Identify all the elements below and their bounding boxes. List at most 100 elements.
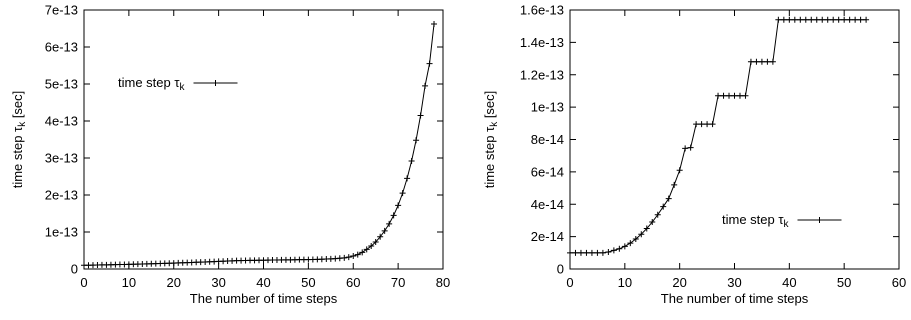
data-point (775, 16, 782, 23)
data-point (769, 58, 776, 65)
data-point (649, 219, 656, 226)
data-point (715, 92, 722, 99)
data-point (577, 249, 584, 256)
x-tick-label: 10 (122, 275, 136, 290)
data-point (835, 16, 842, 23)
data-point (572, 249, 579, 256)
y-axis-label-main: time step τ (10, 126, 25, 188)
data-point (599, 249, 606, 256)
y-tick-label: 7e-13 (45, 3, 78, 18)
data-point (588, 249, 595, 256)
data-point (665, 195, 672, 202)
data-point (747, 58, 754, 65)
y-tick-label: 2e-14 (531, 229, 564, 244)
data-point (753, 58, 760, 65)
data-point (616, 245, 623, 252)
x-tick-label: 60 (346, 275, 360, 290)
x-tick-label: 70 (391, 275, 405, 290)
plot-frame (83, 9, 444, 270)
data-point (422, 82, 429, 89)
legend-label-main: time step τ (118, 75, 180, 90)
legend-label-main: time step τ (722, 212, 784, 227)
data-point (350, 253, 357, 260)
data-point (671, 181, 678, 188)
y-tick-label: 4e-13 (45, 114, 78, 129)
x-axis-label: The number of time steps (661, 291, 809, 306)
data-point (413, 137, 420, 144)
x-tick-label: 30 (211, 275, 225, 290)
data-point (736, 92, 743, 99)
data-point (359, 249, 366, 256)
data-point (819, 16, 826, 23)
data-point (627, 240, 634, 247)
data-point (863, 16, 870, 23)
data-point (399, 190, 406, 197)
x-tick-label: 20 (672, 275, 686, 290)
plot-frame (569, 9, 900, 270)
data-point (426, 60, 433, 67)
legend-marker-sample (212, 80, 219, 86)
legend: time step τk (722, 212, 842, 230)
data-point (857, 16, 864, 23)
data-point (758, 58, 765, 65)
y-tick-label: 1e-13 (45, 225, 78, 240)
data-point (802, 16, 809, 23)
x-tick-label: 60 (892, 275, 906, 290)
data-point (720, 92, 727, 99)
data-point (621, 243, 628, 250)
y-axis-label-unit: [sec] (10, 91, 25, 122)
data-point (676, 167, 683, 174)
y-axis-label-subscript: k (489, 121, 500, 127)
data-point (567, 249, 573, 256)
data-point (846, 16, 853, 23)
x-tick-label: 80 (436, 275, 450, 290)
y-tick-label: 1.6e-13 (520, 3, 564, 18)
series-line (83, 24, 435, 266)
data-point (852, 16, 859, 23)
y-tick-label: 1.2e-13 (520, 67, 564, 82)
y-tick-label: 8e-14 (531, 132, 564, 147)
data-point (682, 145, 689, 152)
data-point (377, 233, 384, 240)
x-tick-label: 30 (727, 275, 741, 290)
left-chart: 0 10 20 30 40 50 60 70 80 0 1e-13 2e-13 3e-13 4e-13 5e… (10, 3, 450, 307)
data-point (808, 16, 815, 23)
data-point (638, 231, 645, 238)
data-point (395, 202, 402, 209)
legend-label-subscript: k (180, 82, 186, 93)
x-axis-label: The number of time steps (190, 291, 338, 306)
data-point (417, 112, 424, 119)
y-axis-label-unit: [sec] (482, 91, 497, 122)
x-tick-label: 50 (837, 275, 851, 290)
data-point (742, 92, 749, 99)
y-axis-label: time step τk [sec] (482, 91, 500, 189)
data-point (431, 21, 438, 28)
data-point (698, 121, 705, 128)
data-point (345, 254, 352, 261)
y-axis-label-subscript: k (17, 121, 28, 127)
data-point (764, 58, 771, 65)
legend-marker-sample (816, 217, 823, 223)
data-point (660, 203, 667, 210)
x-tick-label: 0 (80, 275, 87, 290)
data-point (704, 121, 711, 128)
data-point (610, 247, 617, 254)
data-point (813, 16, 820, 23)
y-tick-label: 0 (557, 262, 564, 277)
y-tick-label: 6e-14 (531, 164, 564, 179)
data-point (605, 249, 612, 256)
data-point (341, 254, 348, 261)
x-tick-label: 50 (301, 275, 315, 290)
data-point (791, 16, 798, 23)
x-tick-label: 0 (566, 275, 573, 290)
series-line (570, 19, 867, 254)
y-axis-label-main: time step τ (482, 126, 497, 188)
data-point (830, 16, 837, 23)
data-point (354, 251, 361, 258)
y-tick-label: 4e-14 (531, 197, 564, 212)
data-point (363, 246, 370, 253)
data-point (594, 249, 601, 256)
right-chart: 0 10 20 30 40 50 60 0 2e-14 4e-14 6e-14 8e-14 1e-13 1… (482, 3, 906, 307)
data-point (797, 16, 804, 23)
